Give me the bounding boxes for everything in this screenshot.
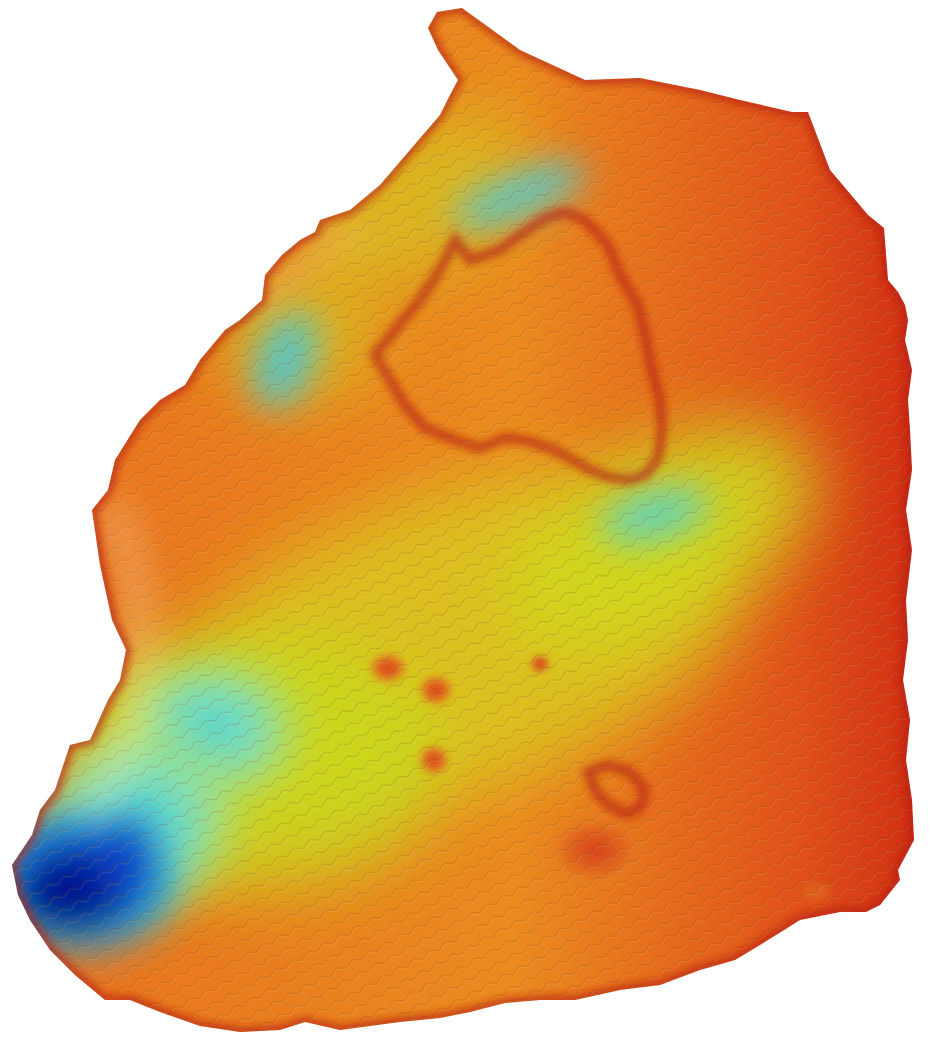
survey-area [12,8,914,1032]
bathymetry-map [12,8,914,1032]
